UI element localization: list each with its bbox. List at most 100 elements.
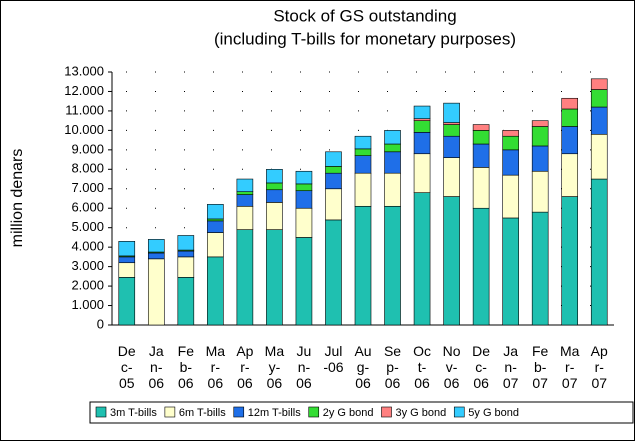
bar-segment xyxy=(354,135,372,150)
bar-segment xyxy=(384,205,401,326)
bar-segment xyxy=(413,120,431,133)
bar-segment xyxy=(295,170,313,185)
bar-segment xyxy=(531,170,549,213)
bar-segment xyxy=(472,143,490,168)
x-tick-label: May-06 xyxy=(264,343,285,391)
bar-segment xyxy=(443,196,460,326)
bar-segment xyxy=(147,252,165,260)
bar-segment xyxy=(561,153,579,197)
bar-segment xyxy=(177,256,195,278)
bar-segment xyxy=(325,219,342,326)
legend-swatch xyxy=(453,406,465,418)
bar-segment xyxy=(413,105,431,120)
y-tick-label: 8.000 xyxy=(71,161,104,176)
bar-segment xyxy=(177,277,195,326)
chart-title: Stock of GS outstanding xyxy=(273,6,456,25)
x-tick-label: Nov-06 xyxy=(442,343,461,391)
bar-segment xyxy=(354,155,372,174)
bar-segment xyxy=(118,241,136,257)
y-tick-label: 9.000 xyxy=(71,141,104,156)
bar-segment xyxy=(236,229,254,326)
y-tick-label: 10.000 xyxy=(64,122,104,137)
bar-segment xyxy=(502,130,519,137)
legend-label: 3m T-bills xyxy=(110,407,157,419)
legend-label: 5y G bond xyxy=(468,407,519,419)
bar-segment xyxy=(472,124,490,131)
bar-segment xyxy=(118,277,136,326)
bar-segment xyxy=(531,120,549,127)
bar-segment xyxy=(325,151,342,167)
bar-segment xyxy=(295,207,313,238)
bar-segment xyxy=(590,178,608,326)
bar-segment xyxy=(561,196,579,326)
y-tick-label: 2.000 xyxy=(71,278,104,293)
bar-segment xyxy=(472,207,490,326)
bar-segment xyxy=(590,89,608,108)
bar-segment xyxy=(502,174,519,219)
x-tick-label: Jun-06 xyxy=(296,343,312,391)
bar-segment xyxy=(236,205,254,230)
bar-segment xyxy=(266,169,283,184)
x-tick-label: Mar-06 xyxy=(205,343,226,391)
x-tick-label: Apr-07 xyxy=(590,343,608,391)
y-tick-label: 1.000 xyxy=(71,297,104,312)
bar-segment xyxy=(531,145,549,172)
bar-segment xyxy=(295,183,313,192)
bar-segment xyxy=(236,191,254,195)
bar-segment xyxy=(325,166,342,174)
legend-label: 3y G bond xyxy=(396,407,447,419)
bar-segment xyxy=(443,157,460,197)
bar-segment xyxy=(207,204,224,220)
bar-segment xyxy=(354,172,372,207)
bar-segment xyxy=(384,143,401,153)
bar-segment xyxy=(561,108,579,127)
y-axis-label: million denars xyxy=(9,149,26,248)
y-tick-label: 4.000 xyxy=(71,239,104,254)
y-tick-label: 11.000 xyxy=(65,102,104,117)
bar-segment xyxy=(443,135,460,158)
bar-segment xyxy=(472,167,490,209)
bar-segment xyxy=(266,189,283,203)
bar-segment xyxy=(384,172,401,207)
legend-swatch xyxy=(95,406,107,418)
bar-segment xyxy=(118,262,136,278)
bar-segment xyxy=(207,232,224,258)
bar-segment xyxy=(561,126,579,155)
x-tick-label: Feb-07 xyxy=(532,343,549,391)
x-tick-label: Sep-06 xyxy=(383,343,402,391)
bar-segment xyxy=(354,205,372,326)
bar-segment xyxy=(443,102,460,123)
bar-segment xyxy=(531,211,549,326)
x-tick-label: Dec-05 xyxy=(117,343,136,391)
bar-segment xyxy=(325,172,342,190)
x-tick-label: Jul-06 xyxy=(323,343,344,375)
bar-segment xyxy=(266,229,283,326)
y-tick-label: 5.000 xyxy=(71,219,104,234)
y-tick-label: 13.000 xyxy=(64,63,104,78)
x-tick-label: Dec-06 xyxy=(472,343,491,391)
bar-segment xyxy=(502,135,519,151)
bar-segment xyxy=(147,239,165,253)
bar-segment xyxy=(590,78,608,90)
x-tick-label: Mar-07 xyxy=(559,343,580,391)
bar-segment xyxy=(384,130,401,145)
bar-segment xyxy=(325,188,342,221)
bar-segment xyxy=(590,106,608,135)
x-tick-label: Jan-06 xyxy=(148,343,165,391)
bar-segment xyxy=(236,178,254,192)
bar-segment xyxy=(295,237,313,326)
bar-segment xyxy=(443,124,460,137)
bar-segment xyxy=(502,217,519,326)
bar-segment xyxy=(118,256,136,264)
legend-label: 2y G bond xyxy=(323,407,374,419)
chart-subtitle: (including T-bills for monetary purposes… xyxy=(214,29,516,48)
x-tick-label: Apr-06 xyxy=(236,343,254,391)
bar-segment xyxy=(502,149,519,176)
bar-segment xyxy=(590,133,608,180)
bar-segment xyxy=(266,182,283,191)
bar-segment xyxy=(207,256,224,326)
bar-segment xyxy=(472,130,490,145)
